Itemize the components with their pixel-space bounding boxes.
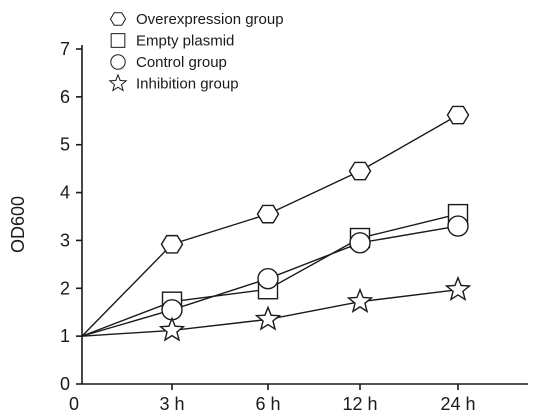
y-tick-label: 3 [60,230,70,250]
legend: Overexpression group Empty plasmid Control… [108,11,284,93]
series-markers [158,105,472,342]
x-tick-label: 24 h [440,394,475,414]
legend-entry: Control group [110,54,227,71]
data-point-hexagon [446,105,470,125]
legend-label: Overexpression group [136,11,284,28]
data-point-star [444,275,472,301]
legend-entry: Inhibition group [108,73,239,93]
data-point-circle [257,268,279,290]
legend-marker-hexagon-icon [109,12,127,26]
data-point-star [254,305,282,331]
legend-label: Empty plasmid [136,33,234,50]
y-tick-label: 5 [60,135,70,155]
legend-marker-circle-icon [110,54,126,70]
y-axis-title: OD600 [8,196,28,253]
legend-entry: Empty plasmid [110,33,234,50]
y-tick-label: 7 [60,39,70,59]
x-ticks: 0 3 h 6 h 12 h 24 h [69,384,476,414]
legend-entry: Overexpression group [109,11,284,28]
x-tick-label: 0 [69,394,79,414]
data-point-hexagon [256,204,280,224]
y-tick-label: 0 [60,374,70,394]
data-point-star [346,287,374,313]
legend-label: Inhibition group [136,76,239,93]
y-ticks: 0 1 2 3 4 5 6 7 [60,39,82,394]
series-lines [81,114,459,337]
legend-label: Control group [136,54,227,71]
series-line-hexagon [81,114,459,337]
legend-marker-square-icon [110,33,126,48]
y-tick-label: 6 [60,87,70,107]
x-tick-label: 6 h [255,394,280,414]
y-tick-label: 2 [60,278,70,298]
data-point-circle [447,215,469,237]
y-tick-label: 1 [60,326,70,346]
data-point-hexagon [160,234,184,254]
x-tick-label: 12 h [342,394,377,414]
data-point-circle [349,232,371,254]
axes [81,45,528,385]
y-tick-label: 4 [60,183,70,203]
legend-marker-star-icon [108,73,128,92]
data-point-star [158,316,186,342]
x-tick-label: 3 h [159,394,184,414]
data-point-hexagon [348,161,372,181]
